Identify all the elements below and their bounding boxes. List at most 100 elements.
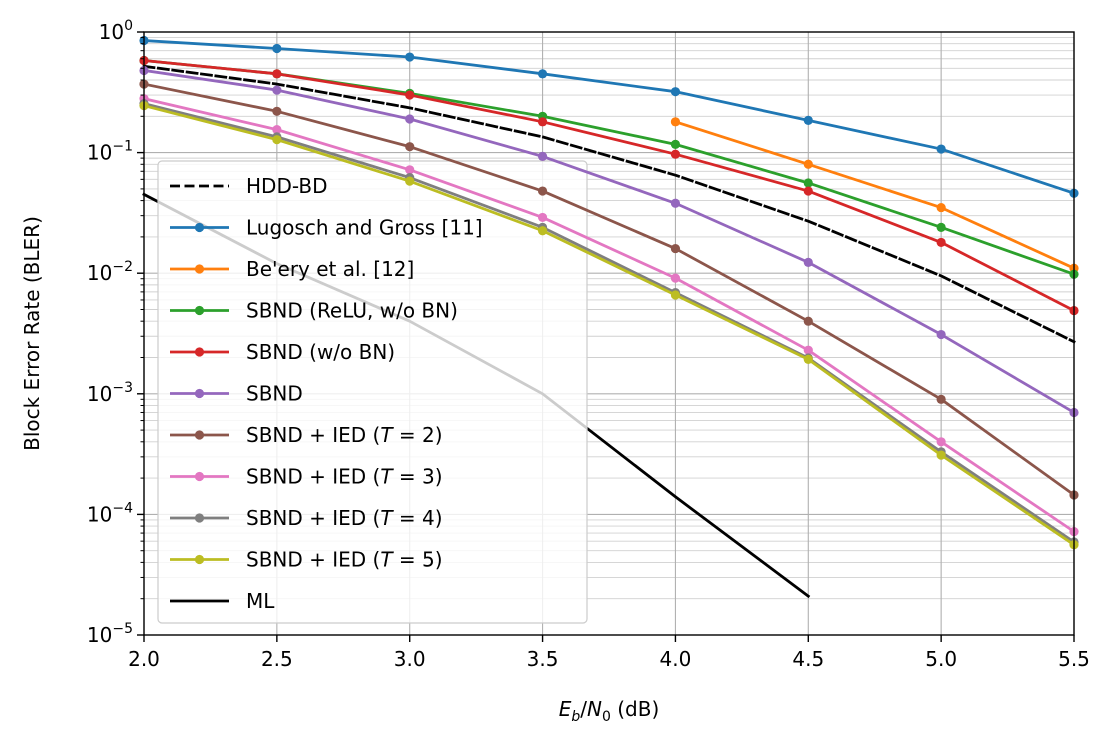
series-line-lugosch-and-gross-11 xyxy=(142,39,1076,196)
legend: HDD-BD Lugosch and Gross [11] Be'ery et al… xyxy=(157,160,588,624)
data-point-sbnd-w-o-bn xyxy=(936,237,946,248)
axes: 100 10−1 10−2 10−3 10−4 10−52.0 2.5 3.0 3.5 4.0 4.… xyxy=(20,18,1090,725)
legend-marker-sbnd xyxy=(194,388,205,399)
series-line-hdd-bd xyxy=(142,64,1076,344)
data-point-sbnd-ied-t-3 xyxy=(272,125,282,135)
data-point-sbnd-ied-t-3 xyxy=(537,212,548,223)
data-point-sbnd xyxy=(405,114,415,124)
series-sbnd-ied-t-5 xyxy=(139,101,1079,550)
legend-marker-sbnd-ied-t-2 xyxy=(194,430,205,440)
legend-label-hdd-bd: HDD-BD xyxy=(246,174,327,198)
legend-marker-be-ery-et-al-12 xyxy=(194,264,205,274)
data-point-sbnd-ied-t-3 xyxy=(670,273,681,283)
legend-marker-sbnd-ied-t-3 xyxy=(194,471,205,482)
x-tick-label: 2.0 xyxy=(128,647,160,671)
data-point-sbnd-w-o-bn xyxy=(405,90,415,100)
data-point-sbnd-ied-t-5 xyxy=(670,290,681,300)
legend-label-sbnd: SBND xyxy=(246,382,303,406)
data-point-lugosch-and-gross-11 xyxy=(936,144,946,154)
data-point-sbnd-w-o-bn xyxy=(670,149,681,159)
series-sbnd-ied-t-2 xyxy=(139,79,1079,500)
data-point-sbnd xyxy=(537,151,548,162)
series-line-sbnd-ied-t-5 xyxy=(142,103,1076,547)
data-point-lugosch-and-gross-11 xyxy=(405,52,415,62)
data-point-sbnd xyxy=(936,329,946,340)
series-sbnd xyxy=(139,65,1079,418)
series-layer xyxy=(139,35,1079,550)
data-point-sbnd-ied-t-2 xyxy=(405,142,415,152)
legend-box xyxy=(157,160,588,624)
data-point-sbnd-ied-t-3 xyxy=(936,437,946,447)
data-point-sbnd-ied-t-5 xyxy=(803,354,813,364)
data-point-sbnd-relu-w-o-bn xyxy=(803,178,813,188)
data-point-sbnd xyxy=(803,257,813,267)
y-tick-label: 10−4 xyxy=(87,500,133,526)
data-point-sbnd-ied-t-2 xyxy=(803,316,813,326)
data-point-be-ery-et-al-12 xyxy=(670,117,681,127)
legend-marker-sbnd-w-o-bn xyxy=(194,347,205,357)
data-point-sbnd-w-o-bn xyxy=(537,117,548,127)
data-point-sbnd-ied-t-5 xyxy=(272,135,282,145)
x-tick-label: 3.0 xyxy=(394,647,426,671)
data-point-lugosch-and-gross-11 xyxy=(537,69,548,79)
legend-label-be-ery-et-al-12: Be'ery et al. [12] xyxy=(246,257,414,281)
data-point-sbnd-w-o-bn xyxy=(272,69,282,79)
legend-label-lugosch-and-gross-11: Lugosch and Gross [11] xyxy=(246,216,483,240)
series-line-sbnd-ied-t-4 xyxy=(142,101,1076,544)
y-tick-label: 10−2 xyxy=(87,259,133,285)
legend-label-sbnd-ied-t-4: SBND + IED (T = 4) xyxy=(246,506,443,530)
data-point-sbnd-ied-t-3 xyxy=(803,345,813,355)
data-point-sbnd-ied-t-2 xyxy=(272,106,282,116)
series-sbnd-w-o-bn xyxy=(139,55,1079,316)
x-tick-label: 5.0 xyxy=(925,647,957,671)
data-point-sbnd-ied-t-2 xyxy=(670,243,681,254)
plot-frame xyxy=(143,31,1075,636)
y-tick-label: 100 xyxy=(99,18,133,44)
y-axis-title: Block Error Rate (BLER) xyxy=(20,216,44,451)
series-line-sbnd-w-o-bn xyxy=(142,58,1076,313)
legend-marker-lugosch-and-gross-11 xyxy=(194,222,205,233)
x-tick-label: 4.5 xyxy=(792,647,824,671)
data-point-sbnd-ied-t-5 xyxy=(537,226,548,236)
y-tick-label: 10−3 xyxy=(87,380,133,406)
series-line-be-ery-et-al-12 xyxy=(673,120,1076,271)
series-line-sbnd-ied-t-3 xyxy=(142,96,1076,534)
legend-marker-sbnd-ied-t-4 xyxy=(194,513,205,523)
x-tick-label: 4.0 xyxy=(660,647,692,671)
data-point-be-ery-et-al-12 xyxy=(936,202,946,213)
legend-label-sbnd-ied-t-2: SBND + IED (T = 2) xyxy=(246,423,443,447)
x-tick-label: 3.5 xyxy=(527,647,559,671)
data-point-sbnd-ied-t-5 xyxy=(405,176,415,186)
data-point-lugosch-and-gross-11 xyxy=(670,87,681,97)
legend-marker-sbnd-ied-t-5 xyxy=(194,554,205,565)
data-point-sbnd xyxy=(272,85,282,95)
legend-label-sbnd-w-o-bn: SBND (w/o BN) xyxy=(246,340,395,364)
legend-label-sbnd-relu-w-o-bn: SBND (ReLU, w/o BN) xyxy=(246,299,458,323)
series-line-sbnd xyxy=(142,68,1076,415)
x-axis-title: Eb/N0 (dB) xyxy=(559,697,660,725)
legend-label-sbnd-ied-t-3: SBND + IED (T = 3) xyxy=(246,465,443,489)
data-point-sbnd xyxy=(670,198,681,208)
x-tick-label: 5.5 xyxy=(1058,647,1090,671)
data-point-lugosch-and-gross-11 xyxy=(803,115,813,125)
series-lugosch-and-gross-11 xyxy=(139,35,1079,198)
y-tick-label: 10−1 xyxy=(87,139,133,165)
legend-label-sbnd-ied-t-5: SBND + IED (T = 5) xyxy=(246,548,443,572)
data-point-sbnd-ied-t-2 xyxy=(936,394,946,404)
legend-label-ml: ML xyxy=(246,589,275,613)
data-point-sbnd-relu-w-o-bn xyxy=(670,139,681,149)
legend-marker-sbnd-relu-w-o-bn xyxy=(194,305,205,316)
series-line-sbnd-ied-t-2 xyxy=(142,82,1076,497)
y-tick-label: 10−5 xyxy=(87,621,133,647)
data-point-lugosch-and-gross-11 xyxy=(272,43,282,54)
x-tick-label: 2.5 xyxy=(261,647,293,671)
data-point-sbnd-ied-t-5 xyxy=(936,450,946,460)
data-point-sbnd-ied-t-3 xyxy=(405,165,415,175)
series-be-ery-et-al-12 xyxy=(670,117,1079,273)
data-point-be-ery-et-al-12 xyxy=(803,159,813,169)
data-point-sbnd-ied-t-2 xyxy=(537,186,548,196)
data-point-sbnd-w-o-bn xyxy=(803,186,813,196)
series-hdd-bd xyxy=(142,64,1076,344)
data-point-sbnd-relu-w-o-bn xyxy=(936,222,946,232)
